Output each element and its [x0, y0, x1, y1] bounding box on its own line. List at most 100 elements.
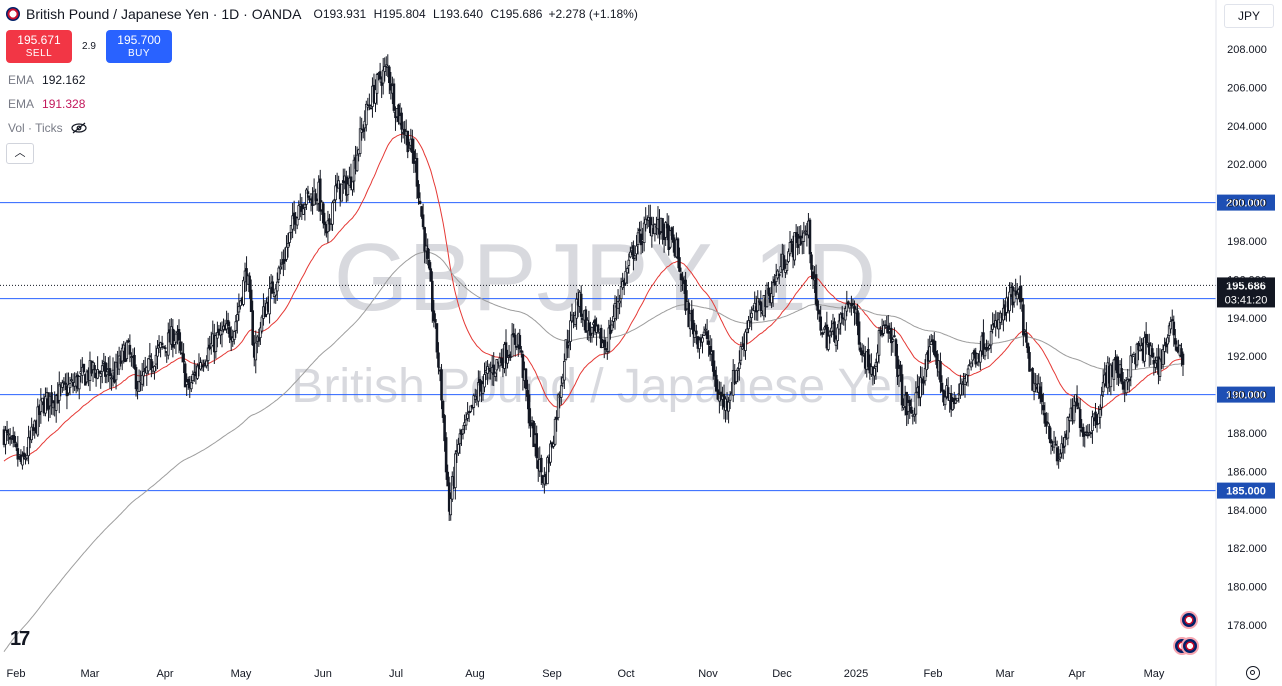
candle-body — [381, 69, 385, 84]
candle-body — [960, 382, 964, 385]
candle-body — [1152, 359, 1156, 365]
candle-body — [461, 428, 465, 435]
candle-body — [874, 362, 878, 367]
buy-button[interactable]: 195.700 BUY — [106, 30, 172, 63]
candle-body — [259, 327, 262, 338]
indicator-ema-2[interactable]: EMA 191.328 — [8, 97, 85, 111]
candle-body — [851, 303, 855, 306]
candle-body — [82, 363, 86, 372]
candle-body — [616, 301, 620, 309]
watermark: GBPJPY, 1D British Pound / Japanese Yen — [291, 224, 918, 413]
candle-body — [1167, 325, 1171, 336]
candle-body — [492, 364, 496, 375]
candle-body — [668, 230, 672, 248]
candle-body — [819, 316, 823, 331]
candle-body — [739, 346, 743, 361]
candle-body — [1054, 443, 1057, 446]
candle-body — [283, 259, 287, 262]
level-label-bg — [1217, 386, 1275, 403]
candle-body — [1075, 398, 1079, 407]
candle-body — [454, 453, 457, 489]
candle-body — [97, 370, 101, 374]
candle-body — [612, 316, 615, 322]
candle-body — [971, 352, 974, 361]
candle-body — [177, 329, 181, 341]
time-axis[interactable]: Feb Mar Apr May Jun Jul Aug Sep Oct Nov Dec 2025 Feb… — [7, 668, 1165, 680]
candle-body — [922, 379, 925, 384]
last-price-label-bg — [1217, 277, 1275, 308]
x-tick-label: Feb — [7, 668, 26, 680]
candle-body — [384, 64, 388, 67]
candle-body — [1144, 333, 1148, 344]
candle-body — [828, 331, 832, 336]
candle-body — [946, 387, 950, 399]
eye-hidden-icon[interactable] — [71, 122, 87, 134]
candle-body — [734, 370, 738, 383]
candle-body — [929, 341, 933, 346]
candle-body — [183, 363, 187, 388]
candle-body — [942, 389, 945, 403]
candle-body — [128, 344, 132, 355]
buy-price: 195.700 — [117, 32, 161, 47]
candle-body — [670, 227, 674, 236]
candle-body — [271, 281, 274, 294]
candle-body — [1163, 345, 1166, 352]
candle-body — [1057, 458, 1060, 461]
candle-body — [607, 327, 611, 352]
candle-body — [469, 405, 472, 412]
candle-body — [41, 397, 44, 403]
symbol-title[interactable]: British Pound / Japanese Yen · 1D · OAND… — [26, 6, 302, 22]
candle-body — [837, 320, 841, 330]
candle-body — [1066, 417, 1070, 439]
settings-icon[interactable] — [1246, 666, 1260, 680]
candle-body — [423, 227, 426, 252]
collapse-legend-button[interactable]: ︿ — [6, 143, 34, 164]
candle-body — [822, 328, 826, 334]
candle-body — [891, 339, 895, 342]
candle-body — [1143, 336, 1146, 362]
indicator-ema-1[interactable]: EMA 192.162 — [8, 73, 85, 87]
candle-body — [418, 200, 422, 204]
candle-body — [322, 203, 325, 224]
candle-body — [291, 215, 294, 230]
candle-body — [380, 81, 383, 86]
candle-body — [108, 368, 112, 376]
candle-body — [434, 319, 437, 323]
candle-body — [440, 369, 443, 401]
candle-body — [457, 444, 460, 454]
tradingview-logo[interactable]: 17 — [10, 628, 30, 650]
candle-body — [894, 339, 898, 357]
candle-body — [426, 247, 430, 259]
y-tick-label: 198.000 — [1227, 236, 1267, 248]
candle-body — [1089, 432, 1093, 435]
candle-body — [1026, 343, 1030, 353]
candle-body — [378, 71, 382, 80]
sell-button[interactable]: 195.671 SELL — [6, 30, 72, 63]
candle-body — [515, 345, 519, 348]
candle-body — [1077, 407, 1080, 410]
candle-body — [563, 361, 566, 381]
candle-body — [174, 333, 178, 343]
candle-body — [928, 346, 931, 362]
candle-body — [27, 436, 30, 457]
currency-selector[interactable]: JPY — [1224, 4, 1274, 28]
candle-body — [1180, 348, 1183, 358]
candle-body — [802, 232, 806, 242]
y-tick-label: 180.000 — [1227, 582, 1267, 594]
event-flag-icon[interactable] — [1181, 637, 1199, 655]
last-price-label: 195.686 — [1226, 280, 1266, 292]
x-tick-label: May — [231, 668, 252, 680]
event-flag-icon[interactable] — [1180, 611, 1198, 629]
candle-body — [314, 193, 317, 201]
price-axis[interactable]: 178.000 180.000 182.000 184.000 186.000 188.0… — [1215, 0, 1267, 686]
indicator-volume[interactable]: Vol · Ticks — [8, 121, 87, 135]
candle-body — [309, 193, 313, 200]
candle-body — [966, 368, 970, 376]
level-label-bg — [1217, 194, 1275, 211]
candle-body — [205, 360, 208, 367]
candle-body — [31, 427, 35, 431]
candle-body — [268, 288, 271, 315]
candle-body — [817, 310, 821, 315]
candle-body — [695, 330, 698, 335]
